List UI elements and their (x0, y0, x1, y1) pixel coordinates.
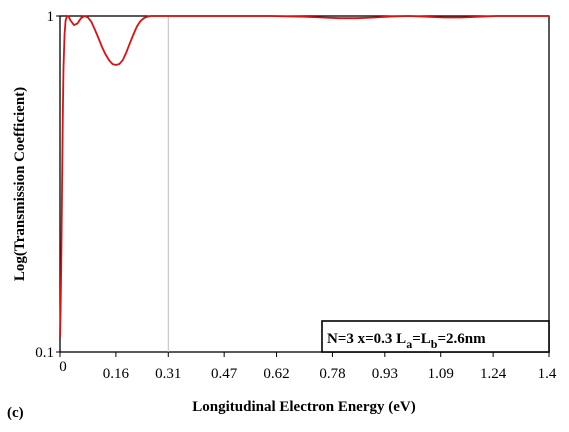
x-tick-label: 1.24 (480, 366, 507, 382)
x-tick-label: 1.09 (428, 366, 454, 382)
y-tick-label: 0.1 (35, 345, 54, 361)
y-axis-ticks: 0.11 (35, 9, 60, 361)
x-tick-label: 0.93 (372, 366, 398, 382)
annotation-frame (321, 320, 550, 353)
x-tick-label: 0.62 (263, 366, 289, 382)
x-tick-label: 0.16 (103, 366, 130, 382)
x-tick-label: 0.31 (155, 366, 181, 382)
x-tick-label: 0 (59, 359, 67, 375)
x-tick-label: 0.78 (319, 366, 345, 382)
annotation-text: N=3 x=0.3 La=Lb=2.6nm (327, 331, 486, 351)
x-tick-label: 1.4 (538, 366, 557, 382)
y-axis-title: Log(Transmission Coefficient) (12, 87, 28, 281)
x-tick-label: 0.47 (211, 366, 238, 382)
plot-frame (59, 15, 550, 353)
y-tick-label: 1 (47, 9, 55, 25)
x-axis-ticks: 0 0.16 0.31 0.47 0.62 0.78 0.93 1.09 1.24 1.4 (59, 352, 557, 382)
series-line (59, 14, 549, 339)
panel-label: (c) (7, 405, 24, 421)
x-axis-title: Longitudinal Electron Energy (eV) (192, 399, 415, 415)
annotation-box: N=3 x=0.3 La=Lb=2.6nm (321, 320, 550, 353)
